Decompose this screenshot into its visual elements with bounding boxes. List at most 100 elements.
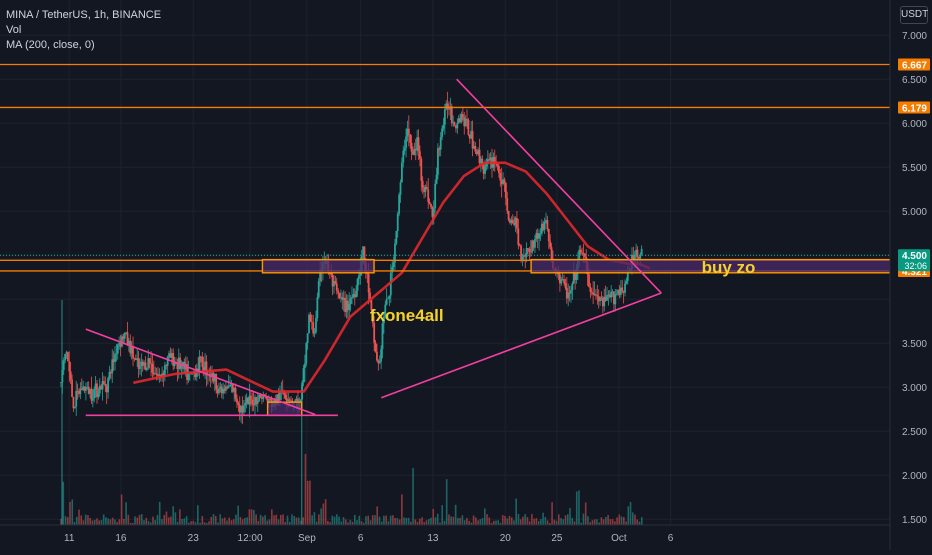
volume-bar [439,522,441,525]
candle-body [216,389,219,394]
candle-body [227,386,230,389]
candle-body [392,262,395,268]
volume-bar [445,479,448,525]
volume-bar [194,522,197,525]
volume-bar [262,516,264,525]
candle-body [155,373,158,375]
volume-bar [132,522,134,525]
candle-body [618,289,621,295]
ma-legend[interactable]: MA (200, close, 0) [6,39,95,51]
candle-body [625,280,628,284]
volume-bar [475,517,477,525]
time-tick-label: 20 [500,533,512,544]
symbol-legend[interactable]: MINA / TetherUS, 1h, BINANCE [6,9,162,21]
candle-body [525,248,528,257]
candle-body [215,373,218,390]
volume-bar [356,520,358,525]
candle-body [637,256,640,259]
candle-body [132,346,134,358]
volume-bar [504,515,506,525]
volume-bar [578,490,580,525]
candle-body [137,358,140,369]
candle-body [205,361,208,376]
candle-body [151,363,154,373]
volume-bar [91,520,94,525]
candle-body [635,249,638,255]
volume-bar [145,517,148,525]
candle-body [306,333,309,344]
volume-bar [542,512,544,525]
volume-bar [87,515,89,525]
candle-body [140,361,143,367]
volume-bar [600,517,603,525]
candle-body [540,223,543,234]
volume-bar [71,499,74,525]
candle-body [240,406,243,413]
candle-body [179,357,182,369]
candle-body [269,398,272,400]
volume-bar [338,516,340,525]
candle-body [249,395,252,400]
volume-bar [392,515,394,525]
candle-body [152,372,155,375]
candle-body [284,394,287,399]
candle-body [536,233,539,239]
volume-bar [374,515,376,525]
candle-body [416,137,419,151]
candle-body [243,405,245,413]
volume-bar [154,520,157,525]
candle-body [400,162,403,183]
volume-bar [123,518,125,525]
volume-bar [631,512,634,525]
volume-bar [351,521,354,525]
candle-body [112,359,115,363]
volume-bar [535,518,538,525]
candle-body [139,366,141,369]
candle-body [588,274,590,287]
volume-bar [172,506,174,525]
volume-legend[interactable]: Vol [6,24,22,36]
candle-body [389,272,392,296]
volume-bar [259,514,262,525]
candle-body [98,385,101,394]
volume-bar [114,519,116,525]
volume-bar [358,515,361,525]
volume-bar [116,522,118,525]
volume-bar [120,494,123,525]
time-tick-label: Sep [298,533,316,544]
candle-body [485,162,488,167]
candle-body [362,246,364,256]
candle-body [606,295,608,301]
volume-bar [349,519,352,525]
candle-body [78,391,80,395]
candle-body [395,231,398,244]
candle-body [222,388,225,394]
candle-body [443,109,446,125]
currency-button[interactable]: USDT [900,6,928,24]
volume-bar [246,517,248,525]
volume-bar [84,514,87,525]
volume-bar [288,521,291,525]
candle-body [200,356,202,358]
candle-body [333,281,335,287]
candle-body [356,278,359,291]
candle-body [312,322,315,334]
volume-bar [432,508,435,525]
candle-body [475,151,478,155]
candle-body [279,392,281,401]
volume-bar [118,519,121,525]
candle-body [517,228,520,246]
candle-body [589,286,592,292]
candle-body [499,173,502,181]
volume-bar [531,514,533,525]
volume-bar [380,521,383,525]
candle-body [288,399,291,401]
candle-body [61,370,64,383]
price-tick-label: 5.000 [902,207,927,218]
candle-body [524,255,527,257]
volume-bar [89,517,92,525]
volume-bar [304,453,307,525]
candle-body [295,398,298,401]
